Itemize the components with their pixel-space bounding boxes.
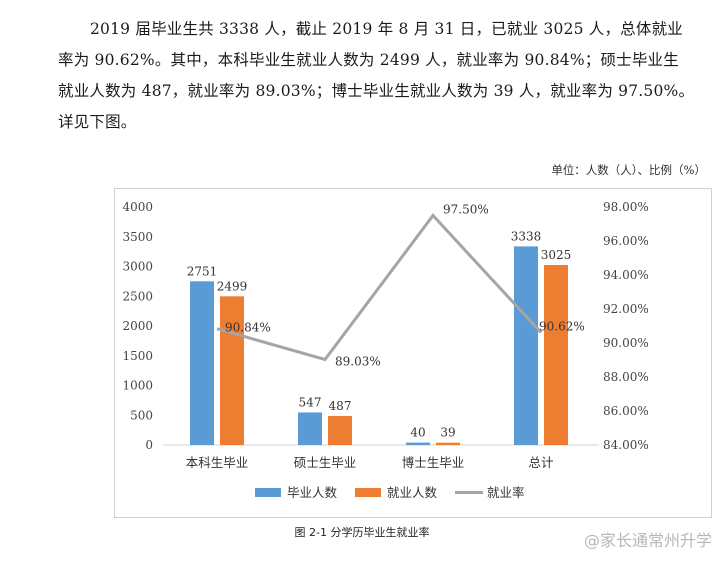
unit-label: 单位：人数（人）、比例（%） (551, 163, 706, 177)
paragraph-line-1: 2019 届毕业生共 3338 人，截止 2019 年 8 月 31 日，已就业… (90, 20, 683, 38)
bar-employed (220, 296, 244, 445)
bar-graduates (298, 412, 322, 445)
y2-tick-label: 96.00% (603, 234, 649, 248)
y-tick-label: 3000 (122, 260, 153, 274)
chart-container: 0 500 1000 1500 2000 2500 3000 3500 4000 84.00% 86… (114, 188, 712, 518)
legend-swatch (255, 488, 281, 497)
y-tick-label: 2500 (122, 289, 153, 303)
bar-value-label: 2751 (187, 264, 218, 278)
watermark: @家长通常州升学 (583, 531, 712, 550)
x-category-label: 总计 (528, 455, 553, 470)
rate-value-label: 89.03% (335, 354, 381, 368)
y2-tick-label: 94.00% (603, 268, 649, 282)
bar-employed (436, 442, 460, 445)
x-category-label: 本科生毕业 (186, 455, 249, 470)
bar-value-label: 3025 (541, 248, 572, 262)
legend-label: 就业人数 (387, 485, 438, 500)
y-tick-label: 1500 (122, 349, 153, 363)
y2-tick-label: 98.00% (603, 200, 649, 214)
intro-paragraph: 2019 届毕业生共 3338 人，截止 2019 年 8 月 31 日，已就业… (58, 14, 718, 138)
bar-value-label: 39 (440, 426, 455, 440)
y-tick-label: 0 (145, 438, 153, 452)
y2-tick-label: 84.00% (603, 438, 649, 452)
bar-value-label: 3338 (511, 229, 542, 243)
x-category-label: 博士生毕业 (402, 455, 465, 470)
bar-value-label: 2499 (217, 279, 248, 293)
legend-label: 就业率 (487, 485, 525, 500)
x-category-label: 硕士生毕业 (294, 455, 357, 470)
bar-graduates (406, 442, 430, 445)
y-tick-label: 4000 (122, 200, 153, 214)
paragraph-line-2: 率为 90.62%。其中，本科毕业生就业人数为 2499 人，就业率为 90.8… (58, 51, 679, 69)
y2-tick-label: 88.00% (603, 370, 649, 384)
rate-value-label: 90.62% (539, 319, 585, 333)
bar-value-label: 547 (299, 395, 322, 409)
bar-value-label: 487 (329, 399, 352, 413)
rate-line (216, 213, 543, 362)
y-tick-label: 500 (130, 408, 153, 422)
bar-employed (328, 416, 352, 445)
paragraph-line-3: 就业人数为 487，就业率为 89.03%；博士毕业生就业人数为 39 人，就业… (58, 82, 695, 100)
bar-employed (544, 265, 568, 445)
bar-value-label: 40 (410, 426, 425, 440)
y-tick-label: 1000 (122, 379, 153, 393)
figure-caption: 图 2-1 分学历毕业生就业率 (294, 526, 430, 539)
employment-chart: 0 500 1000 1500 2000 2500 3000 3500 4000 84.00% 86… (122, 200, 649, 500)
paragraph-line-4: 详见下图。 (58, 113, 137, 131)
y-tick-label: 3500 (122, 230, 153, 244)
bar-graduates (190, 281, 214, 445)
y-tick-label: 2000 (122, 319, 153, 333)
rate-value-label: 97.50% (443, 203, 489, 217)
rate-value-label: 90.84% (225, 321, 271, 335)
bar-graduates (514, 246, 538, 445)
legend-label: 毕业人数 (287, 485, 338, 500)
y2-tick-label: 92.00% (603, 302, 649, 316)
legend-swatch (355, 488, 381, 497)
y2-tick-label: 86.00% (603, 404, 649, 418)
y2-tick-label: 90.00% (603, 336, 649, 350)
